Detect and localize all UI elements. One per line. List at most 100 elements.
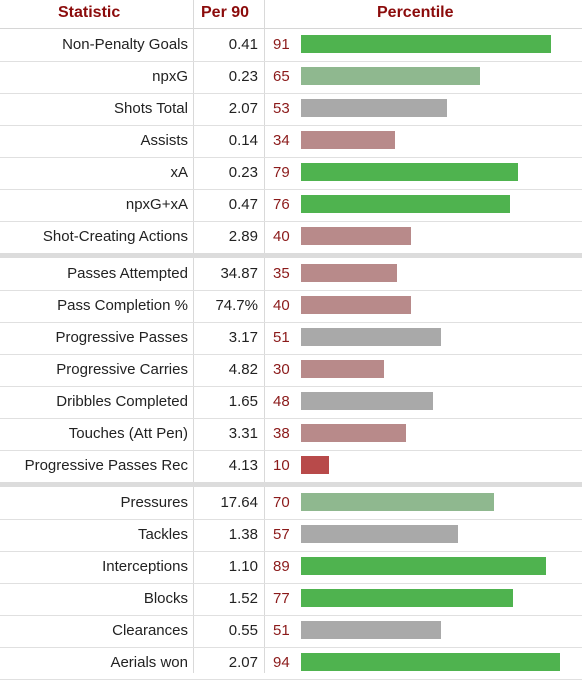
table-row: Clearances 0.55 51: [0, 615, 582, 648]
per90-value: 74.7%: [215, 297, 258, 314]
percentile-bar: [301, 163, 518, 181]
table-row: Assists 0.14 34: [0, 125, 582, 158]
group-separator: [0, 482, 582, 487]
percentile-bar: [301, 392, 433, 410]
stat-label: xA: [170, 164, 188, 181]
stat-label: Non-Penalty Goals: [62, 36, 188, 53]
percentile-bar: [301, 493, 494, 511]
percentile-value: 89: [273, 558, 290, 575]
percentile-value: 70: [273, 494, 290, 511]
per90-value: 4.13: [228, 457, 258, 474]
percentile-bar: [301, 35, 551, 53]
percentile-bar: [301, 456, 329, 474]
per90-value: 0.55: [228, 622, 258, 639]
percentile-value: 35: [273, 265, 290, 282]
stat-label: Shot-Creating Actions: [42, 228, 188, 245]
percentile-bar: [301, 264, 397, 282]
per90-value: 2.07: [228, 654, 258, 671]
table-row: npxG+xA 0.47 76: [0, 189, 582, 222]
table-row: Dribbles Completed 1.65 48: [0, 386, 582, 419]
per90-value: 17.64: [220, 494, 258, 511]
percentile-value: 91: [273, 36, 290, 53]
table-row: Pass Completion % 74.7% 40: [0, 290, 582, 323]
percentile-value: 53: [273, 100, 290, 117]
percentile-value: 77: [273, 590, 290, 607]
table-row: Shot-Creating Actions 2.89 40: [0, 221, 582, 254]
percentile-bar: [301, 557, 546, 575]
per90-value: 3.31: [228, 425, 258, 442]
stat-label: Pressures: [120, 494, 188, 511]
table-row: Aerials won 2.07 94: [0, 647, 582, 680]
percentile-bar: [301, 195, 510, 213]
percentile-value: 10: [273, 457, 290, 474]
per90-value: 0.41: [228, 36, 258, 53]
table-row: Non-Penalty Goals 0.41 91: [0, 29, 582, 62]
table-row: Progressive Carries 4.82 30: [0, 354, 582, 387]
per90-value: 1.65: [228, 393, 258, 410]
per90-value: 1.38: [228, 526, 258, 543]
stat-label: Passes Attempted: [67, 265, 188, 282]
column-divider-percentile: [264, 0, 265, 673]
table-row: Progressive Passes Rec 4.13 10: [0, 450, 582, 483]
per90-value: 0.23: [228, 68, 258, 85]
percentile-value: 65: [273, 68, 290, 85]
table-row: Progressive Passes 3.17 51: [0, 322, 582, 355]
percentile-bar: [301, 621, 441, 639]
header-percentile: Percentile: [377, 4, 454, 21]
per90-value: 2.89: [228, 228, 258, 245]
stat-label: npxG: [152, 68, 188, 85]
percentile-value: 30: [273, 361, 290, 378]
header-per90: Per 90: [201, 4, 250, 21]
stat-label: Blocks: [143, 590, 188, 607]
percentile-bar: [301, 227, 411, 245]
percentile-value: 34: [273, 132, 290, 149]
per90-value: 0.23: [228, 164, 258, 181]
percentile-value: 57: [273, 526, 290, 543]
stat-label: Progressive Carries: [56, 361, 188, 378]
group-separator: [0, 253, 582, 258]
percentile-value: 38: [273, 425, 290, 442]
table-row: Tackles 1.38 57: [0, 519, 582, 552]
stat-label: Shots Total: [114, 100, 188, 117]
column-divider-per90: [193, 0, 194, 673]
percentile-value: 51: [273, 622, 290, 639]
stat-label: Tackles: [137, 526, 188, 543]
table-row: Shots Total 2.07 53: [0, 93, 582, 126]
stat-label: Touches (Att Pen): [68, 425, 188, 442]
percentile-bar: [301, 589, 513, 607]
table-row: Blocks 1.52 77: [0, 583, 582, 616]
percentile-bar: [301, 525, 458, 543]
percentile-bar: [301, 67, 480, 85]
table-row: Passes Attempted 34.87 35: [0, 258, 582, 291]
percentile-value: 94: [273, 654, 290, 671]
header-statistic: Statistic: [58, 4, 121, 21]
per90-value: 3.17: [228, 329, 258, 346]
table-row: Touches (Att Pen) 3.31 38: [0, 418, 582, 451]
percentile-bar: [301, 131, 395, 149]
percentile-value: 40: [273, 228, 290, 245]
per90-value: 1.52: [228, 590, 258, 607]
stat-label: Dribbles Completed: [56, 393, 188, 410]
stat-label: Clearances: [112, 622, 188, 639]
per90-value: 0.14: [228, 132, 258, 149]
stat-label: npxG+xA: [125, 196, 188, 213]
table-row: Interceptions 1.10 89: [0, 551, 582, 584]
percentile-value: 79: [273, 164, 290, 181]
table-row: npxG 0.23 65: [0, 61, 582, 94]
per90-value: 0.47: [228, 196, 258, 213]
stat-label: Progressive Passes Rec: [24, 457, 188, 474]
stat-label: Aerials won: [110, 654, 188, 671]
stat-label: Pass Completion %: [57, 297, 188, 314]
per90-value: 34.87: [220, 265, 258, 282]
percentile-value: 48: [273, 393, 290, 410]
percentile-value: 40: [273, 297, 290, 314]
percentile-bar: [301, 360, 384, 378]
percentile-bar: [301, 99, 447, 117]
per90-value: 1.10: [228, 558, 258, 575]
percentile-bar: [301, 328, 441, 346]
percentile-value: 51: [273, 329, 290, 346]
table-row: Pressures 17.64 70: [0, 487, 582, 520]
stat-label: Interceptions: [102, 558, 188, 575]
percentile-bar: [301, 653, 560, 671]
